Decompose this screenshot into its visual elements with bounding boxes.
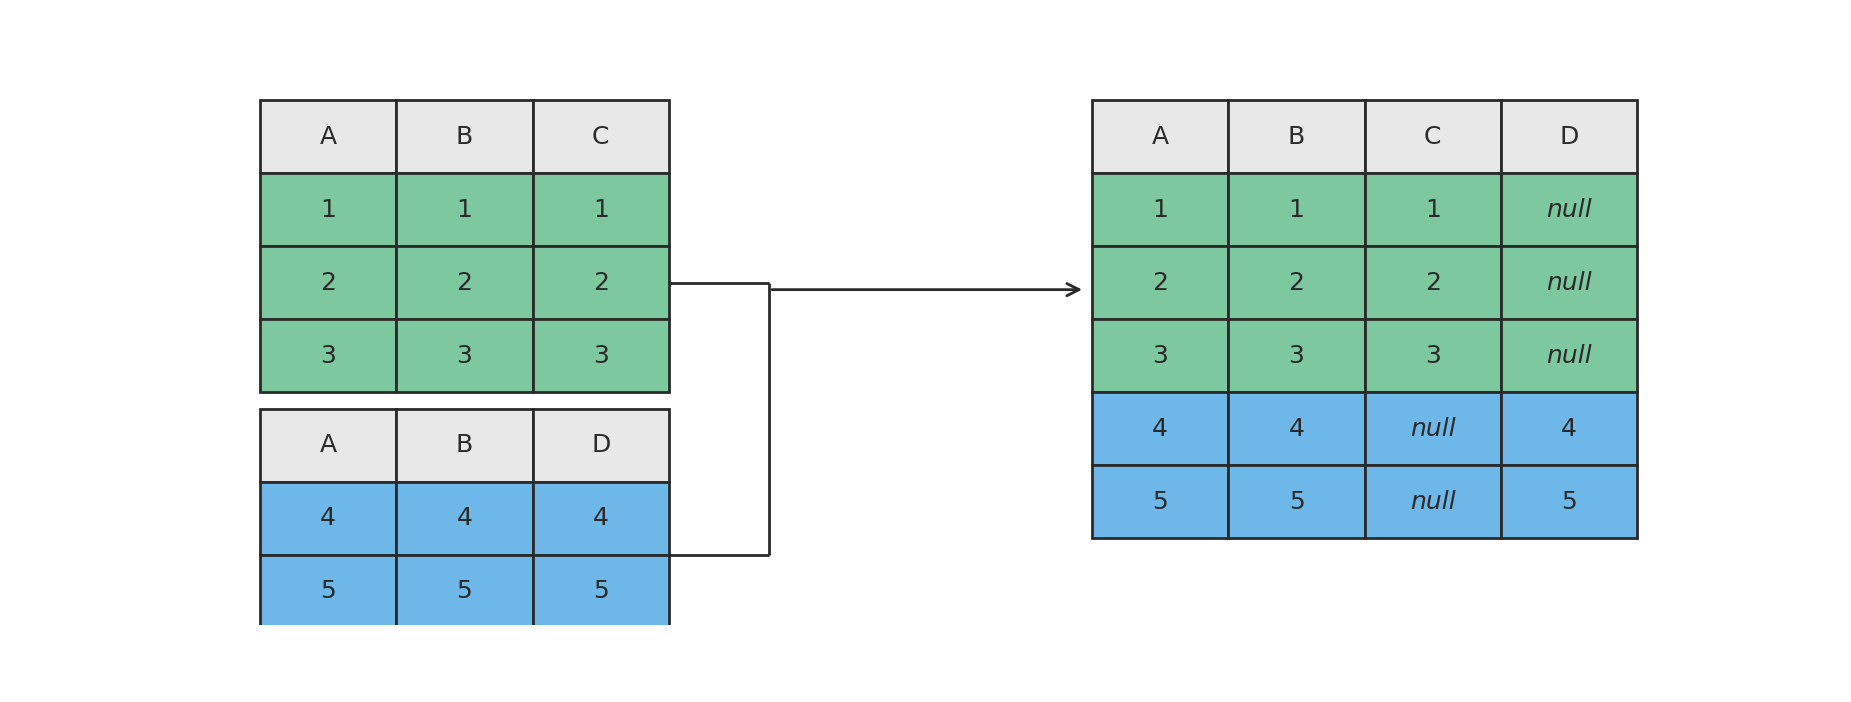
Text: 4: 4 [457, 506, 472, 530]
Bar [1229, 392, 1364, 465]
Text: 1: 1 [1425, 198, 1440, 222]
Text: null: null [1546, 344, 1592, 368]
Text: null: null [1410, 417, 1455, 441]
Bar [1092, 392, 1229, 465]
Text: 5: 5 [320, 579, 337, 603]
Text: 4: 4 [1288, 417, 1305, 441]
Text: null: null [1546, 271, 1592, 295]
Bar [259, 100, 396, 173]
Text: A: A [320, 433, 337, 457]
Bar [1092, 465, 1229, 538]
Bar [1501, 100, 1636, 173]
Text: 2: 2 [592, 271, 609, 295]
Text: 5: 5 [592, 579, 609, 603]
Bar [533, 555, 668, 628]
Text: 5: 5 [1560, 490, 1577, 514]
Text: A: A [320, 125, 337, 149]
Text: 2: 2 [320, 271, 337, 295]
Bar [396, 100, 533, 173]
Bar [1229, 465, 1364, 538]
Text: 5: 5 [1153, 490, 1168, 514]
Bar [1092, 319, 1229, 392]
Text: 2: 2 [457, 271, 472, 295]
Bar [533, 246, 668, 319]
Text: C: C [592, 125, 609, 149]
Text: B: B [455, 433, 474, 457]
Bar [1229, 100, 1364, 173]
Bar [259, 173, 396, 246]
Text: D: D [1559, 125, 1579, 149]
Bar [1229, 319, 1364, 392]
Bar [533, 409, 668, 482]
Text: 5: 5 [457, 579, 472, 603]
Bar [1501, 246, 1636, 319]
Text: null: null [1546, 198, 1592, 222]
Bar [1092, 100, 1229, 173]
Bar [259, 482, 396, 555]
Text: 2: 2 [1425, 271, 1440, 295]
Text: 3: 3 [1153, 344, 1168, 368]
Text: 1: 1 [320, 198, 337, 222]
Bar [1364, 392, 1501, 465]
Text: 4: 4 [592, 506, 609, 530]
Bar [396, 409, 533, 482]
Text: 3: 3 [1288, 344, 1305, 368]
Bar [533, 100, 668, 173]
Bar [259, 246, 396, 319]
Bar [396, 319, 533, 392]
Bar [1092, 173, 1229, 246]
Text: 3: 3 [320, 344, 337, 368]
Bar [1092, 246, 1229, 319]
Bar [396, 555, 533, 628]
Bar [1501, 173, 1636, 246]
Bar [1501, 465, 1636, 538]
Bar [1364, 246, 1501, 319]
Text: C: C [1423, 125, 1442, 149]
Text: 2: 2 [1288, 271, 1305, 295]
Text: 3: 3 [457, 344, 472, 368]
Text: 3: 3 [1425, 344, 1440, 368]
Text: 1: 1 [457, 198, 472, 222]
Bar [533, 173, 668, 246]
Bar [396, 482, 533, 555]
Text: 3: 3 [592, 344, 609, 368]
Text: B: B [1288, 125, 1305, 149]
Text: 4: 4 [1151, 417, 1168, 441]
Text: 1: 1 [592, 198, 609, 222]
Bar [259, 409, 396, 482]
Text: A: A [1151, 125, 1168, 149]
Bar [533, 319, 668, 392]
Bar [259, 555, 396, 628]
Bar [1364, 465, 1501, 538]
Bar [396, 173, 533, 246]
Text: null: null [1410, 490, 1455, 514]
Text: D: D [590, 433, 611, 457]
Text: 4: 4 [1560, 417, 1577, 441]
Bar [1229, 173, 1364, 246]
Bar [533, 482, 668, 555]
Bar [1501, 319, 1636, 392]
Bar [1364, 173, 1501, 246]
Bar [396, 246, 533, 319]
Bar [259, 319, 396, 392]
Text: B: B [455, 125, 474, 149]
Bar [1501, 392, 1636, 465]
Bar [1364, 319, 1501, 392]
Text: 4: 4 [320, 506, 337, 530]
Text: 5: 5 [1288, 490, 1305, 514]
Text: 1: 1 [1153, 198, 1168, 222]
Text: 1: 1 [1288, 198, 1305, 222]
Bar [1364, 100, 1501, 173]
Text: 2: 2 [1151, 271, 1168, 295]
Bar [1229, 246, 1364, 319]
